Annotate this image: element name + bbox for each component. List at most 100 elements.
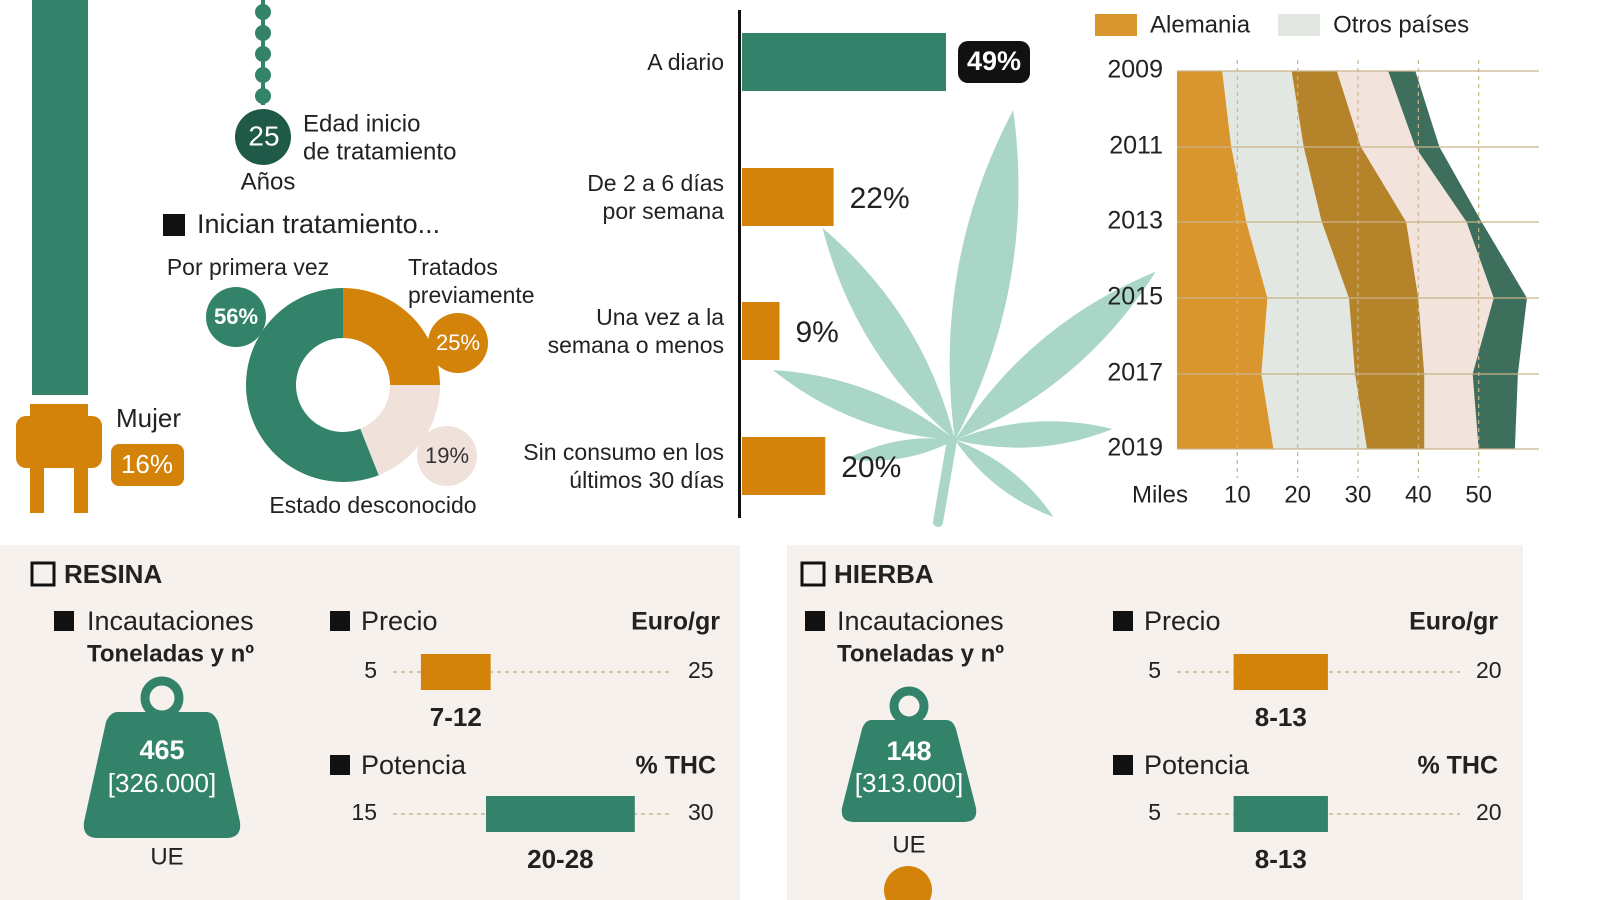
woman-badge (111, 444, 184, 486)
legend-swatch (1095, 14, 1137, 36)
category-label: Sin consumo en los últimos 30 días (523, 439, 724, 493)
legend-label: Otros países (1333, 11, 1469, 38)
bullet (330, 611, 350, 631)
seizure-title: Incautaciones (87, 606, 254, 636)
pie-slice (343, 288, 440, 385)
x-tick-label: 15 (351, 799, 377, 825)
age-label: de tratamiento (303, 138, 456, 165)
seizure-subtitle: Toneladas y nº (87, 640, 254, 667)
decor-dot (884, 866, 932, 900)
seizure-title: Incautaciones (837, 606, 1004, 636)
value-label: 20-28 (527, 844, 594, 874)
chart-title: Inician tratamiento... (197, 209, 440, 239)
x-tick-label: 30 (1345, 481, 1372, 508)
chain-icon (255, 0, 271, 105)
age-value: 25 (248, 120, 279, 151)
pie-slice (360, 385, 440, 476)
range-title: Potencia (361, 750, 467, 780)
area (1388, 71, 1527, 449)
x-tick-label: 20 (1284, 481, 1311, 508)
range-unit: Euro/gr (631, 608, 720, 636)
age-badge (235, 109, 291, 165)
x-tick-label: 5 (1148, 799, 1161, 825)
weight-icon (841, 686, 977, 822)
value-label: 56% (214, 304, 258, 329)
y-tick-label: 2011 (1109, 132, 1163, 160)
seizure-value: 148 (886, 736, 931, 766)
plug-icon (16, 404, 102, 513)
x-tick-label: 30 (688, 799, 714, 825)
age-label: Edad inicio (303, 110, 420, 137)
category-label: Estado desconocido (269, 492, 477, 518)
x-tick-label: 25 (688, 657, 714, 683)
x-tick-label: 50 (1465, 481, 1492, 508)
y-tick-label: 2017 (1107, 359, 1163, 387)
section-title: RESINA (64, 559, 162, 589)
axis-line (738, 10, 741, 518)
pie-slice (246, 288, 379, 483)
value-badge (428, 313, 488, 373)
bar (742, 33, 946, 91)
bullet (1113, 755, 1133, 775)
x-tick-label: 20 (1476, 657, 1502, 683)
value-label: 49% (967, 46, 1021, 76)
y-tick-label: 2015 (1107, 283, 1163, 311)
category-label: A diario (647, 49, 724, 75)
range-bar (1233, 654, 1328, 690)
x-tick-label: 10 (1224, 481, 1251, 508)
range-unit: % THC (635, 752, 716, 780)
woman-value: 16% (121, 449, 173, 479)
bar (742, 168, 834, 226)
value-label: 9% (795, 316, 838, 349)
seizure-region: UE (892, 831, 925, 858)
category-label: Tratados previamente (408, 254, 535, 308)
area (1222, 71, 1368, 449)
range-bar (486, 796, 635, 832)
seizure-subtitle: Toneladas y nº (837, 640, 1004, 667)
bar (742, 437, 826, 495)
seizure-count: [326.000] (108, 768, 216, 798)
range-title: Potencia (1144, 750, 1250, 780)
range-bar (420, 654, 491, 690)
x-tick-label: 5 (1148, 657, 1161, 683)
legend-swatch (1278, 14, 1321, 36)
seizure-count: [313.000] (855, 768, 963, 798)
leaf-icon (767, 105, 1170, 527)
y-tick-label: 2019 (1107, 434, 1163, 462)
value-label: 19% (425, 443, 469, 468)
value-badge (206, 287, 266, 347)
section-title: HIERBA (834, 559, 934, 589)
area (1336, 71, 1494, 449)
weight-icon (83, 676, 241, 838)
x-axis-label: Miles (1132, 481, 1188, 508)
range-bar (1233, 796, 1328, 832)
area (1177, 71, 1274, 449)
seizure-region: UE (150, 843, 183, 870)
bullet (805, 611, 825, 631)
range-unit: % THC (1417, 752, 1498, 780)
bullet (1113, 611, 1133, 631)
bar (742, 302, 780, 360)
y-tick-label: 2013 (1107, 207, 1163, 235)
x-tick-label: 5 (364, 657, 377, 683)
y-tick-label: 2009 (1107, 56, 1163, 84)
range-title: Precio (1144, 606, 1221, 636)
value-label: 8-13 (1255, 702, 1307, 732)
profile-bar (32, 0, 88, 395)
range-title: Precio (361, 606, 438, 636)
x-tick-label: 40 (1405, 481, 1432, 508)
category-label: De 2 a 6 días por semana (587, 170, 724, 224)
bullet (330, 755, 350, 775)
category-label: Una vez a la semana o menos (547, 304, 724, 358)
value-label: 22% (850, 182, 910, 215)
bullet (54, 611, 74, 631)
value-label: 25% (436, 330, 480, 355)
woman-label: Mujer (116, 403, 181, 433)
age-unit: Años (241, 168, 296, 195)
seizure-value: 465 (139, 735, 184, 765)
value-label: 20% (841, 451, 901, 484)
value-label: 7-12 (430, 702, 482, 732)
checkbox (800, 561, 826, 587)
